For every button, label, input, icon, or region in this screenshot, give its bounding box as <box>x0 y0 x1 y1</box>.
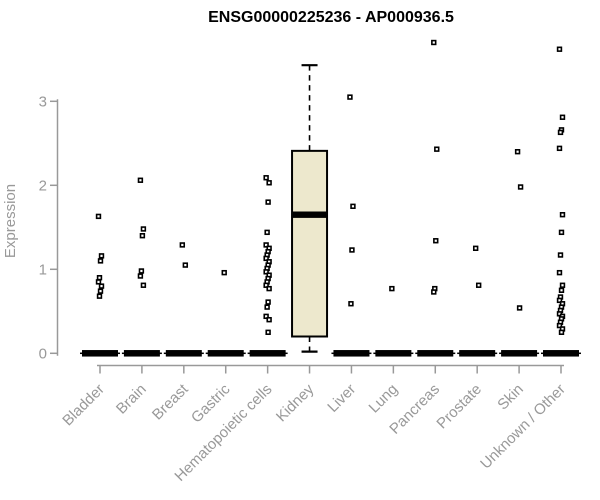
data-point <box>98 283 105 289</box>
data-point <box>265 299 271 305</box>
data-point <box>389 285 395 292</box>
data-point <box>349 247 355 253</box>
data-point <box>559 114 566 120</box>
data-point <box>558 287 565 293</box>
box-median-bar <box>292 211 328 218</box>
zero-median-bar <box>333 350 370 357</box>
data-point <box>98 253 105 259</box>
data-point <box>263 313 269 320</box>
data-point <box>179 242 186 248</box>
data-point <box>263 175 269 181</box>
data-point <box>475 282 482 288</box>
data-point <box>140 226 147 232</box>
data-point <box>137 177 144 183</box>
data-point <box>263 242 269 248</box>
x-category-label: Bladder <box>59 381 108 430</box>
data-point <box>97 258 104 264</box>
zero-median-bar <box>375 350 412 357</box>
zero-median-bar <box>459 350 496 357</box>
x-category-label: Kidney <box>273 380 318 425</box>
data-point <box>266 180 272 186</box>
zero-median-bar <box>249 350 286 357</box>
data-point <box>556 322 563 329</box>
data-point <box>265 199 271 205</box>
data-point <box>559 282 566 288</box>
chart-title: ENSG00000225236 - AP000936.5 <box>208 9 454 26</box>
data-point <box>182 262 189 268</box>
data-point <box>263 282 269 288</box>
data-point <box>558 329 565 335</box>
data-point <box>431 289 437 295</box>
data-point <box>557 252 564 258</box>
data-point <box>348 301 354 307</box>
data-point <box>514 149 521 155</box>
data-point <box>264 304 270 310</box>
data-point <box>95 279 102 285</box>
data-point <box>350 203 356 209</box>
y-tick-label: 3 <box>39 94 47 111</box>
data-point <box>96 293 103 299</box>
data-point <box>266 285 272 292</box>
y-tick-label: 0 <box>39 346 47 363</box>
y-axis-label: Expression <box>2 184 19 258</box>
data-point <box>264 229 270 236</box>
box-iqr <box>291 149 329 338</box>
data-point <box>433 238 439 244</box>
x-category-label: Liver <box>324 381 359 416</box>
data-point <box>263 269 269 275</box>
data-point <box>556 269 563 276</box>
x-category-label: Lung <box>366 381 402 417</box>
data-point <box>263 255 269 262</box>
data-point <box>266 316 272 323</box>
data-point <box>140 282 147 288</box>
data-point <box>138 268 145 274</box>
data-point <box>221 269 227 276</box>
data-point <box>434 146 440 152</box>
zero-median-bar <box>82 350 118 357</box>
data-point <box>137 273 144 279</box>
zero-median-bar <box>542 350 579 357</box>
zero-median-bar <box>501 350 538 357</box>
data-point <box>516 305 523 311</box>
data-point <box>431 39 437 46</box>
zero-median-bar <box>123 350 160 357</box>
x-category-label: Skin <box>494 381 527 414</box>
data-point <box>139 233 146 239</box>
y-tick-label: 1 <box>39 262 47 279</box>
data-point <box>472 245 479 251</box>
data-point <box>556 297 563 304</box>
x-category-label: Brain <box>113 381 150 418</box>
data-point <box>556 145 563 152</box>
x-category-label: Breast <box>149 380 192 423</box>
x-category-label: Prostate <box>433 381 485 433</box>
data-point <box>265 329 271 335</box>
data-point <box>559 212 566 218</box>
data-point <box>95 213 102 220</box>
zero-median-bar <box>165 350 202 357</box>
data-point <box>96 274 103 281</box>
data-point <box>517 184 524 190</box>
data-point <box>97 288 104 294</box>
data-point <box>556 46 563 52</box>
data-point <box>558 229 565 236</box>
zero-median-bar <box>207 350 244 357</box>
data-point <box>347 94 353 100</box>
y-tick-label: 2 <box>39 178 47 195</box>
zero-median-bar <box>417 350 454 357</box>
data-point <box>557 129 564 136</box>
